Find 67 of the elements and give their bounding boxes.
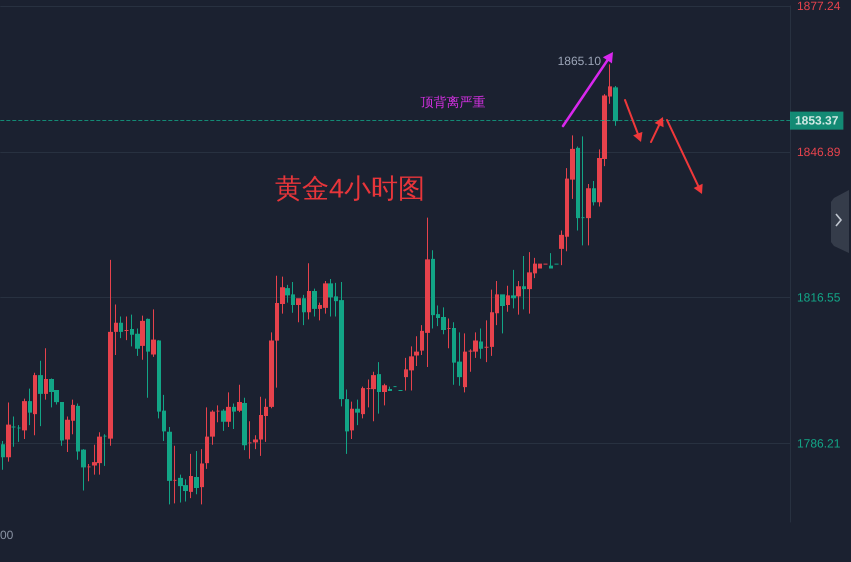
candlestick [28,388,32,426]
candlestick [237,384,242,413]
candlestick [479,328,483,360]
candlestick [232,402,236,430]
candlestick [60,402,64,446]
candlestick [114,304,118,356]
candlestick [511,269,516,309]
candlestick [38,360,43,427]
y-tick-label: 1846.89 [797,144,841,159]
y-tick-label: 1786.21 [797,436,841,450]
candlestick [194,450,199,495]
candlestick [226,392,231,428]
candlestick [522,256,526,310]
candlestick [6,402,11,462]
candlestick [11,416,16,448]
candlestick [22,398,27,440]
candlestick [350,401,354,440]
y-tick-label: 1816.55 [797,290,841,305]
candlestick [1,440,5,470]
candlestick [248,420,252,460]
candlestick [210,410,215,446]
candlestick [205,406,209,470]
candlestick [103,434,107,466]
candlestick [44,348,48,400]
candlestick [221,408,226,432]
candlestick [388,386,392,392]
ref-line-label: 1853.37 [795,114,839,128]
candlestick [269,332,274,409]
candlestick [302,294,306,326]
candlestick [140,315,145,360]
candlestick [253,434,258,450]
annotation: 1865.10 [558,54,602,68]
candlestick [17,424,21,442]
candlestick [33,372,37,436]
candlestick [377,362,381,414]
candlestick [200,448,204,505]
candlestick [506,285,510,312]
candlestick [345,389,349,454]
y-tick-label: 1877.24 [797,0,841,13]
candlestick [124,316,129,341]
candlestick [87,464,91,482]
candlestick [307,262,311,320]
candlestick [296,298,301,323]
candlestick [216,404,220,423]
candlestick [108,259,113,446]
candlestick [500,294,505,334]
candlestick [447,318,451,349]
candlestick [242,397,247,451]
candlestick [414,336,419,367]
candlestick [484,320,489,363]
candlestick [173,445,177,504]
candlestick [516,280,521,316]
candlestick [592,180,596,206]
annotation: 顶背离严重 [420,94,486,110]
candlestick [586,183,591,246]
candlestick [151,308,156,358]
candlestick [146,318,150,398]
candlestick [189,453,193,499]
text: 00 [0,528,14,542]
candlestick [167,426,172,505]
candlestick [119,316,123,339]
text: 黄金4小时图 [275,174,426,204]
candlestick [382,383,387,406]
candlestick [312,288,317,318]
candlestick [549,252,553,269]
candlestick [355,399,360,426]
candlestick [463,332,467,393]
